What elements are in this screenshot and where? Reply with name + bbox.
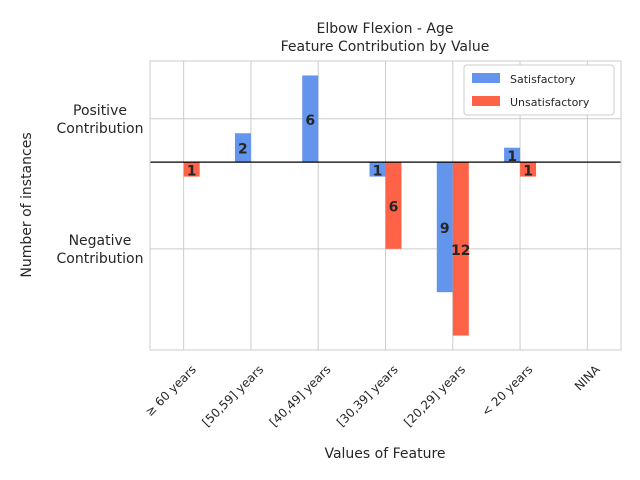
x-tick-label: [40,49] years: [267, 362, 334, 429]
plot-frame: [149, 60, 622, 351]
bar-unsatisfactory-3: [385, 162, 402, 249]
bar-satisfactory-1: [234, 133, 251, 163]
bar-label-satisfactory-5: 1: [507, 149, 517, 165]
bar-label-satisfactory-2: 6: [305, 113, 315, 129]
bar-satisfactory-2: [302, 75, 319, 163]
x-axis-label: Values of Feature: [324, 446, 445, 462]
legend-label-unsatisfactory: Unsatisfactory: [510, 96, 590, 109]
x-tick-label: ≥ 60 years: [142, 362, 199, 419]
legend-box: [463, 64, 615, 116]
x-tick-label: [20,29] years: [401, 362, 468, 429]
bar-label-satisfactory-1: 2: [238, 142, 248, 158]
x-tick-label: NINA: [572, 362, 603, 393]
y-tick-label: Positive Contribution: [57, 103, 144, 137]
bar-unsatisfactory-0: [183, 162, 200, 177]
bar-label-satisfactory-3: 1: [373, 163, 383, 179]
y-tick-labels: Positive Contribution Negative Contribution: [57, 103, 144, 267]
x-tick-label: [50,59] years: [199, 362, 266, 429]
x-tick-labels: ≥ 60 years [50,59] years [40,49] years [30,…: [142, 362, 603, 429]
legend-label-satisfactory: Satisfactory: [510, 73, 576, 86]
bar-unsatisfactory-4: [452, 162, 469, 336]
bar-label-unsatisfactory-3: 6: [389, 200, 399, 216]
bar-label-satisfactory-4: 9: [440, 221, 450, 237]
x-tick-label: < 20 years: [479, 362, 536, 419]
bar-satisfactory-4: [436, 162, 453, 293]
chart-title: Elbow Flexion - Age: [316, 21, 453, 37]
bar-satisfactory-3: [369, 162, 386, 177]
y-axis-label: Number of instances: [19, 132, 35, 277]
x-tick-label: [30,39] years: [334, 362, 401, 429]
y-tick-label: Negative Contribution: [57, 233, 144, 267]
chart-subtitle: Feature Contribution by Value: [281, 39, 490, 55]
bars: [183, 75, 537, 336]
bar-satisfactory-5: [504, 147, 521, 163]
bar-label-unsatisfactory-0: 1: [187, 163, 197, 179]
legend-swatch-satisfactory: [472, 73, 500, 83]
legend: Satisfactory Unsatisfactory: [463, 64, 615, 116]
legend-swatch-unsatisfactory: [472, 96, 500, 106]
bar-label-unsatisfactory-4: 12: [451, 243, 470, 259]
bar-unsatisfactory-5: [520, 162, 537, 177]
bar-label-unsatisfactory-5: 1: [523, 163, 533, 179]
